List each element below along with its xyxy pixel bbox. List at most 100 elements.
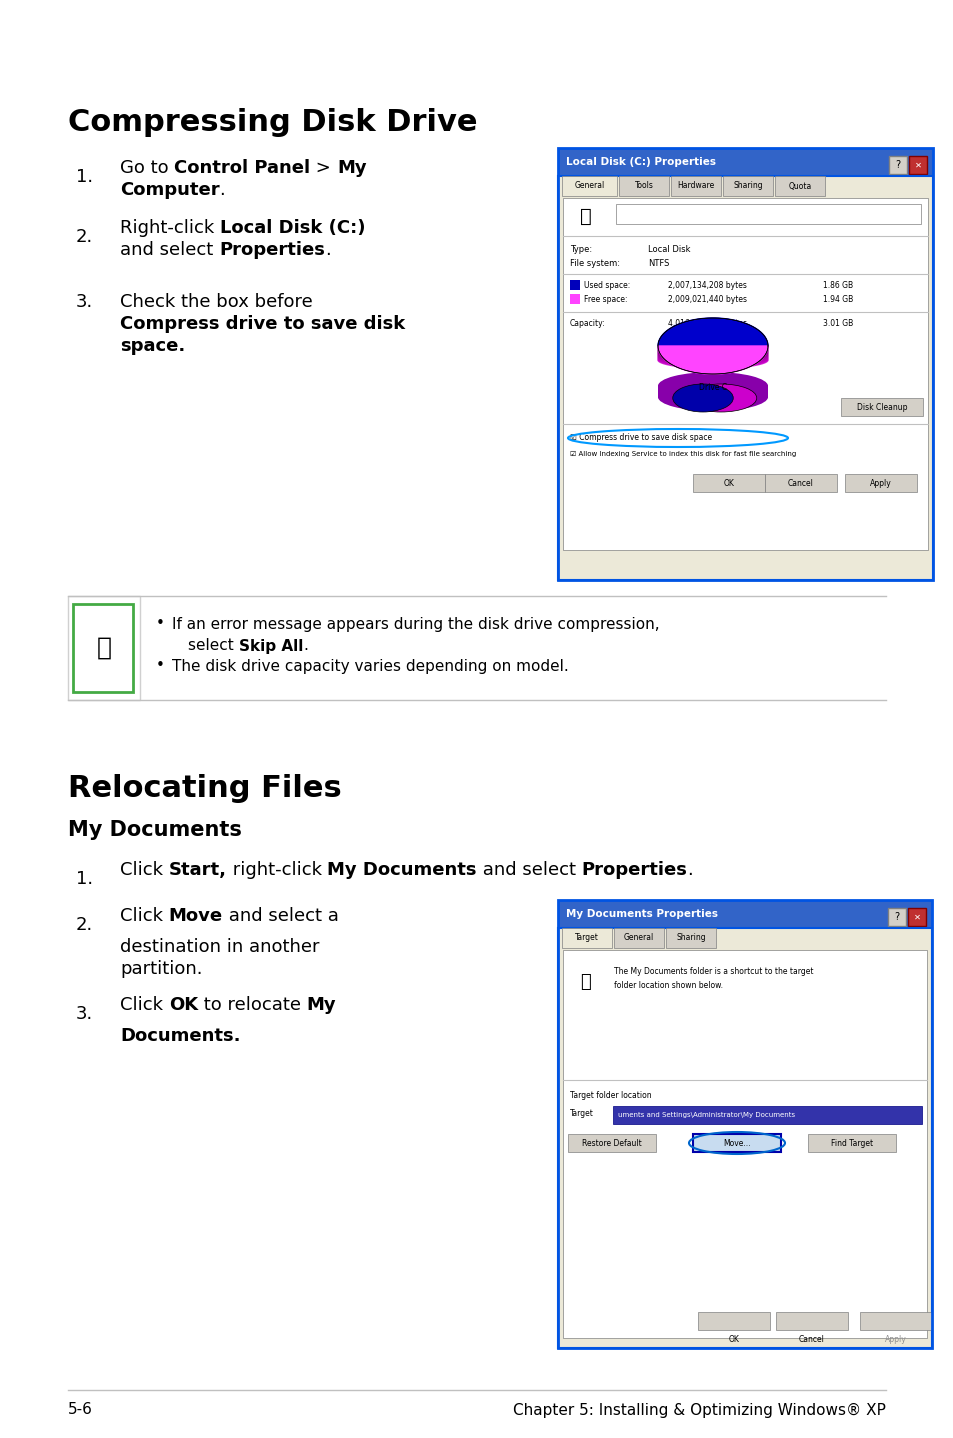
Polygon shape <box>658 358 767 367</box>
Text: Local Disk (C:): Local Disk (C:) <box>220 219 365 237</box>
Text: Compressing Disk Drive: Compressing Disk Drive <box>68 108 477 137</box>
Text: 💿: 💿 <box>579 207 591 226</box>
Text: 📁: 📁 <box>580 974 591 991</box>
Bar <box>775 1311 847 1330</box>
Text: .: . <box>687 861 693 879</box>
Bar <box>888 155 906 174</box>
Text: 3.: 3. <box>76 293 93 311</box>
Bar <box>764 475 836 492</box>
Text: 3.: 3. <box>76 1005 93 1022</box>
Bar <box>558 148 932 580</box>
Text: Cancel: Cancel <box>799 1334 824 1343</box>
Bar <box>844 475 916 492</box>
Bar <box>692 1135 781 1152</box>
Text: and select: and select <box>476 861 581 879</box>
Text: ☑ Compress drive to save disk space: ☑ Compress drive to save disk space <box>569 433 711 443</box>
Text: >: > <box>310 160 336 177</box>
Text: 📋: 📋 <box>96 636 112 660</box>
Text: My Documents Properties: My Documents Properties <box>565 909 718 919</box>
Text: Compress drive to save disk: Compress drive to save disk <box>120 315 405 334</box>
Polygon shape <box>658 355 767 364</box>
Text: My: My <box>306 997 335 1014</box>
Bar <box>68 595 140 700</box>
Text: Check the box before: Check the box before <box>120 293 313 311</box>
Bar <box>616 204 920 224</box>
Text: NTFS: NTFS <box>647 259 669 269</box>
Bar <box>73 604 132 692</box>
Bar <box>618 175 668 196</box>
Text: If an error message appears during the disk drive compression,: If an error message appears during the d… <box>172 617 659 631</box>
Text: •: • <box>156 617 165 631</box>
Bar <box>859 1311 931 1330</box>
Bar <box>569 280 579 290</box>
Ellipse shape <box>658 375 767 403</box>
Ellipse shape <box>684 384 756 413</box>
Polygon shape <box>658 347 767 374</box>
Bar <box>807 1135 895 1152</box>
Text: and select: and select <box>120 242 219 259</box>
Bar <box>561 175 617 196</box>
Text: Chapter 5: Installing & Optimizing Windows® XP: Chapter 5: Installing & Optimizing Windo… <box>513 1402 885 1418</box>
Bar <box>908 155 926 174</box>
Bar <box>841 398 923 416</box>
Text: Used space:: Used space: <box>583 280 630 289</box>
Text: Go to: Go to <box>120 160 174 177</box>
Text: Local Disk: Local Disk <box>647 246 690 255</box>
Text: The disk drive capacity varies depending on model.: The disk drive capacity varies depending… <box>172 659 568 673</box>
Text: My: My <box>336 160 366 177</box>
Text: 2.: 2. <box>76 916 93 935</box>
Text: Type:: Type: <box>569 246 592 255</box>
Text: space.: space. <box>120 336 185 355</box>
Ellipse shape <box>658 378 767 406</box>
Text: to relocate: to relocate <box>197 997 306 1014</box>
Polygon shape <box>658 348 767 357</box>
Text: Apply: Apply <box>884 1334 906 1343</box>
Text: Cancel: Cancel <box>787 479 813 487</box>
Text: 3.01 GB: 3.01 GB <box>822 319 852 328</box>
Text: .: . <box>219 181 225 198</box>
Text: Click: Click <box>120 861 169 879</box>
Ellipse shape <box>658 383 767 411</box>
Text: destination in another: destination in another <box>120 938 319 956</box>
Bar <box>670 175 720 196</box>
Ellipse shape <box>658 375 767 404</box>
Text: Free space:: Free space: <box>583 295 627 303</box>
Text: 2,009,021,440 bytes: 2,009,021,440 bytes <box>667 295 746 303</box>
Text: General: General <box>574 181 604 190</box>
Ellipse shape <box>658 374 767 403</box>
Bar <box>614 928 663 948</box>
Text: Documents.: Documents. <box>120 1027 240 1045</box>
Text: 1.: 1. <box>76 168 93 186</box>
Polygon shape <box>658 352 767 361</box>
Text: Target: Target <box>569 1110 594 1119</box>
Text: Tools: Tools <box>634 181 653 190</box>
Text: OK: OK <box>169 997 197 1014</box>
Text: The My Documents folder is a shortcut to the target: The My Documents folder is a shortcut to… <box>614 968 813 976</box>
Text: Quota: Quota <box>787 181 811 190</box>
Bar <box>722 175 772 196</box>
Text: partition.: partition. <box>120 961 202 978</box>
Text: ✕: ✕ <box>913 913 920 922</box>
Bar <box>774 175 824 196</box>
Text: uments and Settings\Administrator\My Documents: uments and Settings\Administrator\My Doc… <box>618 1112 794 1117</box>
Polygon shape <box>658 354 767 362</box>
Text: Relocating Files: Relocating Files <box>68 774 341 802</box>
Polygon shape <box>658 352 767 361</box>
Text: My Documents: My Documents <box>327 861 476 879</box>
Polygon shape <box>658 360 767 367</box>
Text: 2,007,134,208 bytes: 2,007,134,208 bytes <box>667 280 746 289</box>
Bar <box>558 148 932 175</box>
Bar <box>567 1135 656 1152</box>
Ellipse shape <box>658 372 767 401</box>
Text: Properties: Properties <box>581 861 687 879</box>
Text: Control Panel: Control Panel <box>174 160 310 177</box>
Ellipse shape <box>658 383 767 410</box>
Ellipse shape <box>658 380 767 407</box>
Bar <box>558 900 931 928</box>
Text: 4,016,155,648 bytes: 4,016,155,648 bytes <box>667 319 746 328</box>
Text: Capacity:: Capacity: <box>569 319 605 328</box>
Ellipse shape <box>658 377 767 406</box>
Polygon shape <box>658 357 767 365</box>
Text: Right-click: Right-click <box>120 219 220 237</box>
Text: ?: ? <box>894 912 899 922</box>
